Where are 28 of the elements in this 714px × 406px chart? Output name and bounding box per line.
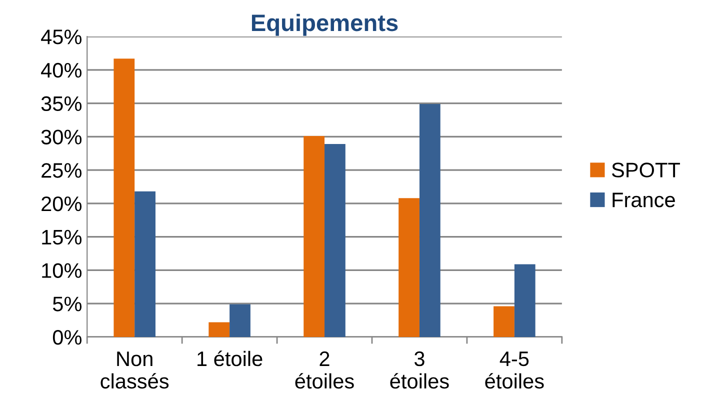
y-tick-label: 0% <box>52 330 82 345</box>
x-tick-label: 1 étoile <box>198 350 262 366</box>
x-tick-label: Non classés <box>100 352 169 389</box>
y-tick-label: 45% <box>41 30 82 44</box>
bar <box>230 304 250 337</box>
x-tick-label: 4-5 étoiles <box>485 352 544 389</box>
chart-title: Equipements <box>252 14 398 36</box>
legend-label: France <box>612 192 675 208</box>
bar <box>494 306 514 337</box>
y-tick-label: 30% <box>41 130 82 144</box>
y-tick-label: 20% <box>42 196 82 212</box>
y-tick-label: 40% <box>41 62 82 78</box>
bar <box>419 104 440 337</box>
y-tick-label: 35% <box>41 96 82 112</box>
bar <box>114 58 135 337</box>
bar <box>398 198 420 337</box>
y-tick-label: 25% <box>42 163 82 178</box>
bar <box>208 322 230 337</box>
y-tick-label: 15% <box>42 230 82 245</box>
bar <box>304 136 325 337</box>
bar <box>324 144 346 337</box>
bar <box>134 191 156 337</box>
y-tick-label: 5% <box>52 296 82 312</box>
y-tick-label: 10% <box>42 263 82 278</box>
x-tick-label: 2 étoiles <box>295 351 354 389</box>
legend-label: SPOTT <box>612 162 680 178</box>
x-tick-label: 3 étoiles <box>390 351 449 389</box>
bar <box>514 264 536 337</box>
